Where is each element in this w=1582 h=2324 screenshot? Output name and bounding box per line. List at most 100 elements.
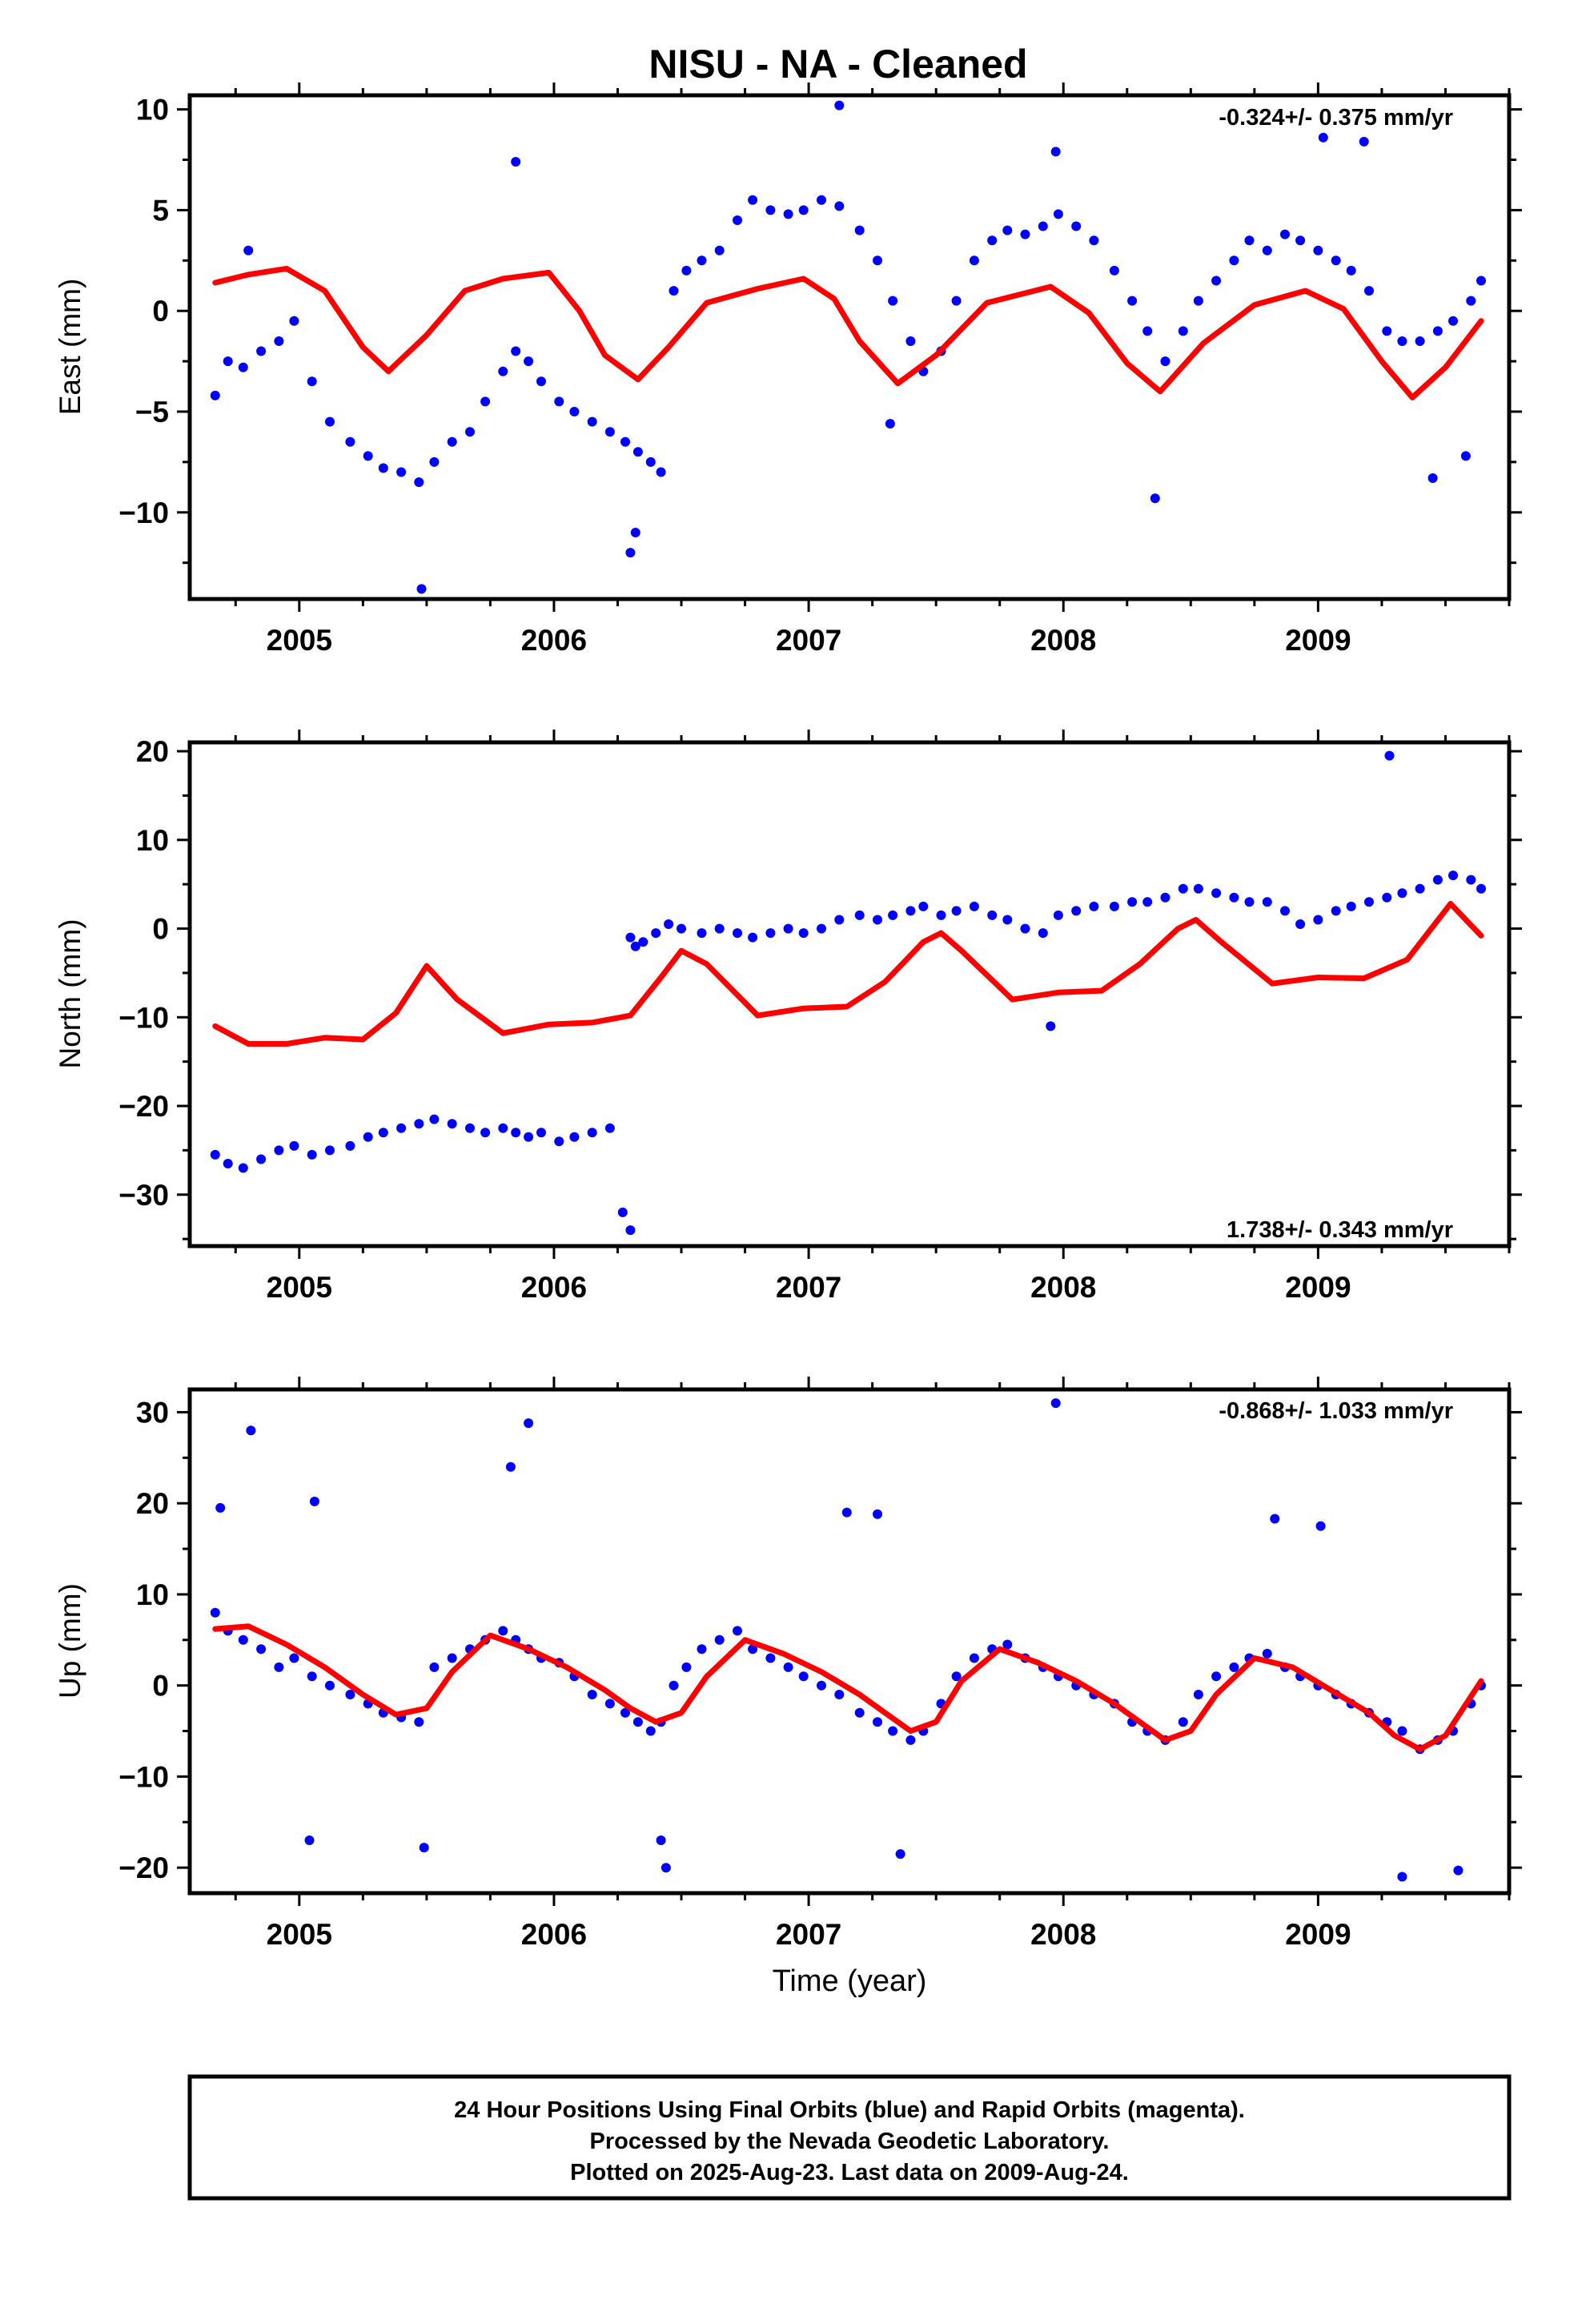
panel-up-points [210,1398,1486,1882]
data-point [632,447,643,457]
data-point [951,1671,962,1682]
fit-curve [212,901,1484,1047]
data-point [1127,897,1138,907]
data-point [1089,901,1099,911]
data-point [873,1717,882,1727]
data-point [969,901,979,911]
data-point [1346,265,1356,275]
data-point [414,1119,424,1129]
footer-line-2: Processed by the Nevada Geodetic Laborat… [590,2129,1110,2154]
data-point [1050,1398,1061,1409]
data-point [1038,928,1048,939]
panel-north-y-axis: −30 −20 −10 0 10 20 [118,735,1522,1240]
data-point [873,915,882,925]
data-point [210,390,220,400]
data-point [238,362,248,372]
data-point [511,346,521,356]
fit-curve [212,1623,1484,1752]
data-point [817,195,826,205]
data-point [620,1707,630,1718]
data-point [969,1653,979,1663]
x-tick-label: 2009 [1285,1918,1351,1951]
data-point [798,1671,809,1682]
data-point [834,1690,845,1699]
data-point [1142,897,1153,907]
data-point [697,928,707,939]
data-point [1178,883,1188,894]
panel-north-points [210,750,1486,1236]
data-point [1193,1690,1203,1699]
data-point [396,467,407,477]
data-point [480,396,491,407]
data-point [505,1462,516,1472]
footer-line-1: 24 Hour Positions Using Final Orbits (bl… [454,2097,1245,2123]
data-point [587,416,597,427]
data-point [765,205,776,215]
panel-up-y-axis: −20 −10 0 10 20 30 [118,1396,1522,1884]
data-point [765,928,776,939]
data-point [681,265,692,275]
x-tick-label: 2008 [1030,1918,1096,1951]
data-point [223,356,233,367]
data-point [854,1707,865,1718]
panel-east-x-axis: 2005 2006 2007 2008 2009 [234,82,1511,657]
data-point [325,1145,335,1156]
data-point [256,346,267,356]
data-point [661,1863,671,1873]
data-point [325,416,335,427]
data-point [1280,906,1290,916]
data-point [841,1507,852,1518]
data-point [895,1849,905,1860]
data-point [307,376,317,387]
data-point [1002,1639,1013,1650]
data-point [714,245,725,255]
data-point [1229,892,1239,903]
data-point [1229,255,1239,266]
data-point [429,1662,440,1672]
data-point [223,1159,233,1168]
data-point [632,1717,643,1727]
data-point [1002,225,1013,235]
data-point [1448,316,1458,326]
x-tick-label: 2005 [267,1271,332,1304]
data-point [1432,875,1443,885]
y-tick-label: −10 [118,1760,169,1793]
data-point [1476,275,1486,286]
data-point [419,1843,429,1853]
data-point [1415,336,1425,346]
data-point [511,157,521,167]
data-point [905,336,916,346]
data-point [783,923,793,934]
data-point [645,456,656,467]
data-point [396,1123,407,1133]
data-point [905,1735,916,1745]
data-point [256,1154,267,1164]
data-point [1270,1514,1280,1524]
data-point [569,407,580,416]
data-point [1346,901,1356,911]
footer-box: 24 Hour Positions Using Final Orbits (bl… [187,2074,1512,2201]
data-point [625,1225,636,1236]
data-point [604,1123,615,1133]
data-point [536,376,546,387]
data-point [1053,910,1063,920]
data-point [238,1634,248,1645]
data-point [834,915,845,925]
data-point [664,919,674,929]
data-point [210,1607,220,1618]
data-point [951,906,962,916]
data-point [1050,147,1061,157]
panel-north-fit [212,901,1484,1047]
data-point [1460,451,1471,461]
panel-east: -0.324+/- 0.375 mm/yr East (mm) 2005 2006… [54,82,1522,657]
data-point [888,296,898,306]
y-tick-label: −10 [118,497,169,529]
data-point [645,1726,656,1736]
panel-east-frame [187,93,1512,601]
data-point [363,451,373,461]
data-point [289,316,299,326]
data-point [1453,1865,1464,1876]
y-tick-label: 20 [136,735,169,768]
data-point [1178,1717,1188,1727]
